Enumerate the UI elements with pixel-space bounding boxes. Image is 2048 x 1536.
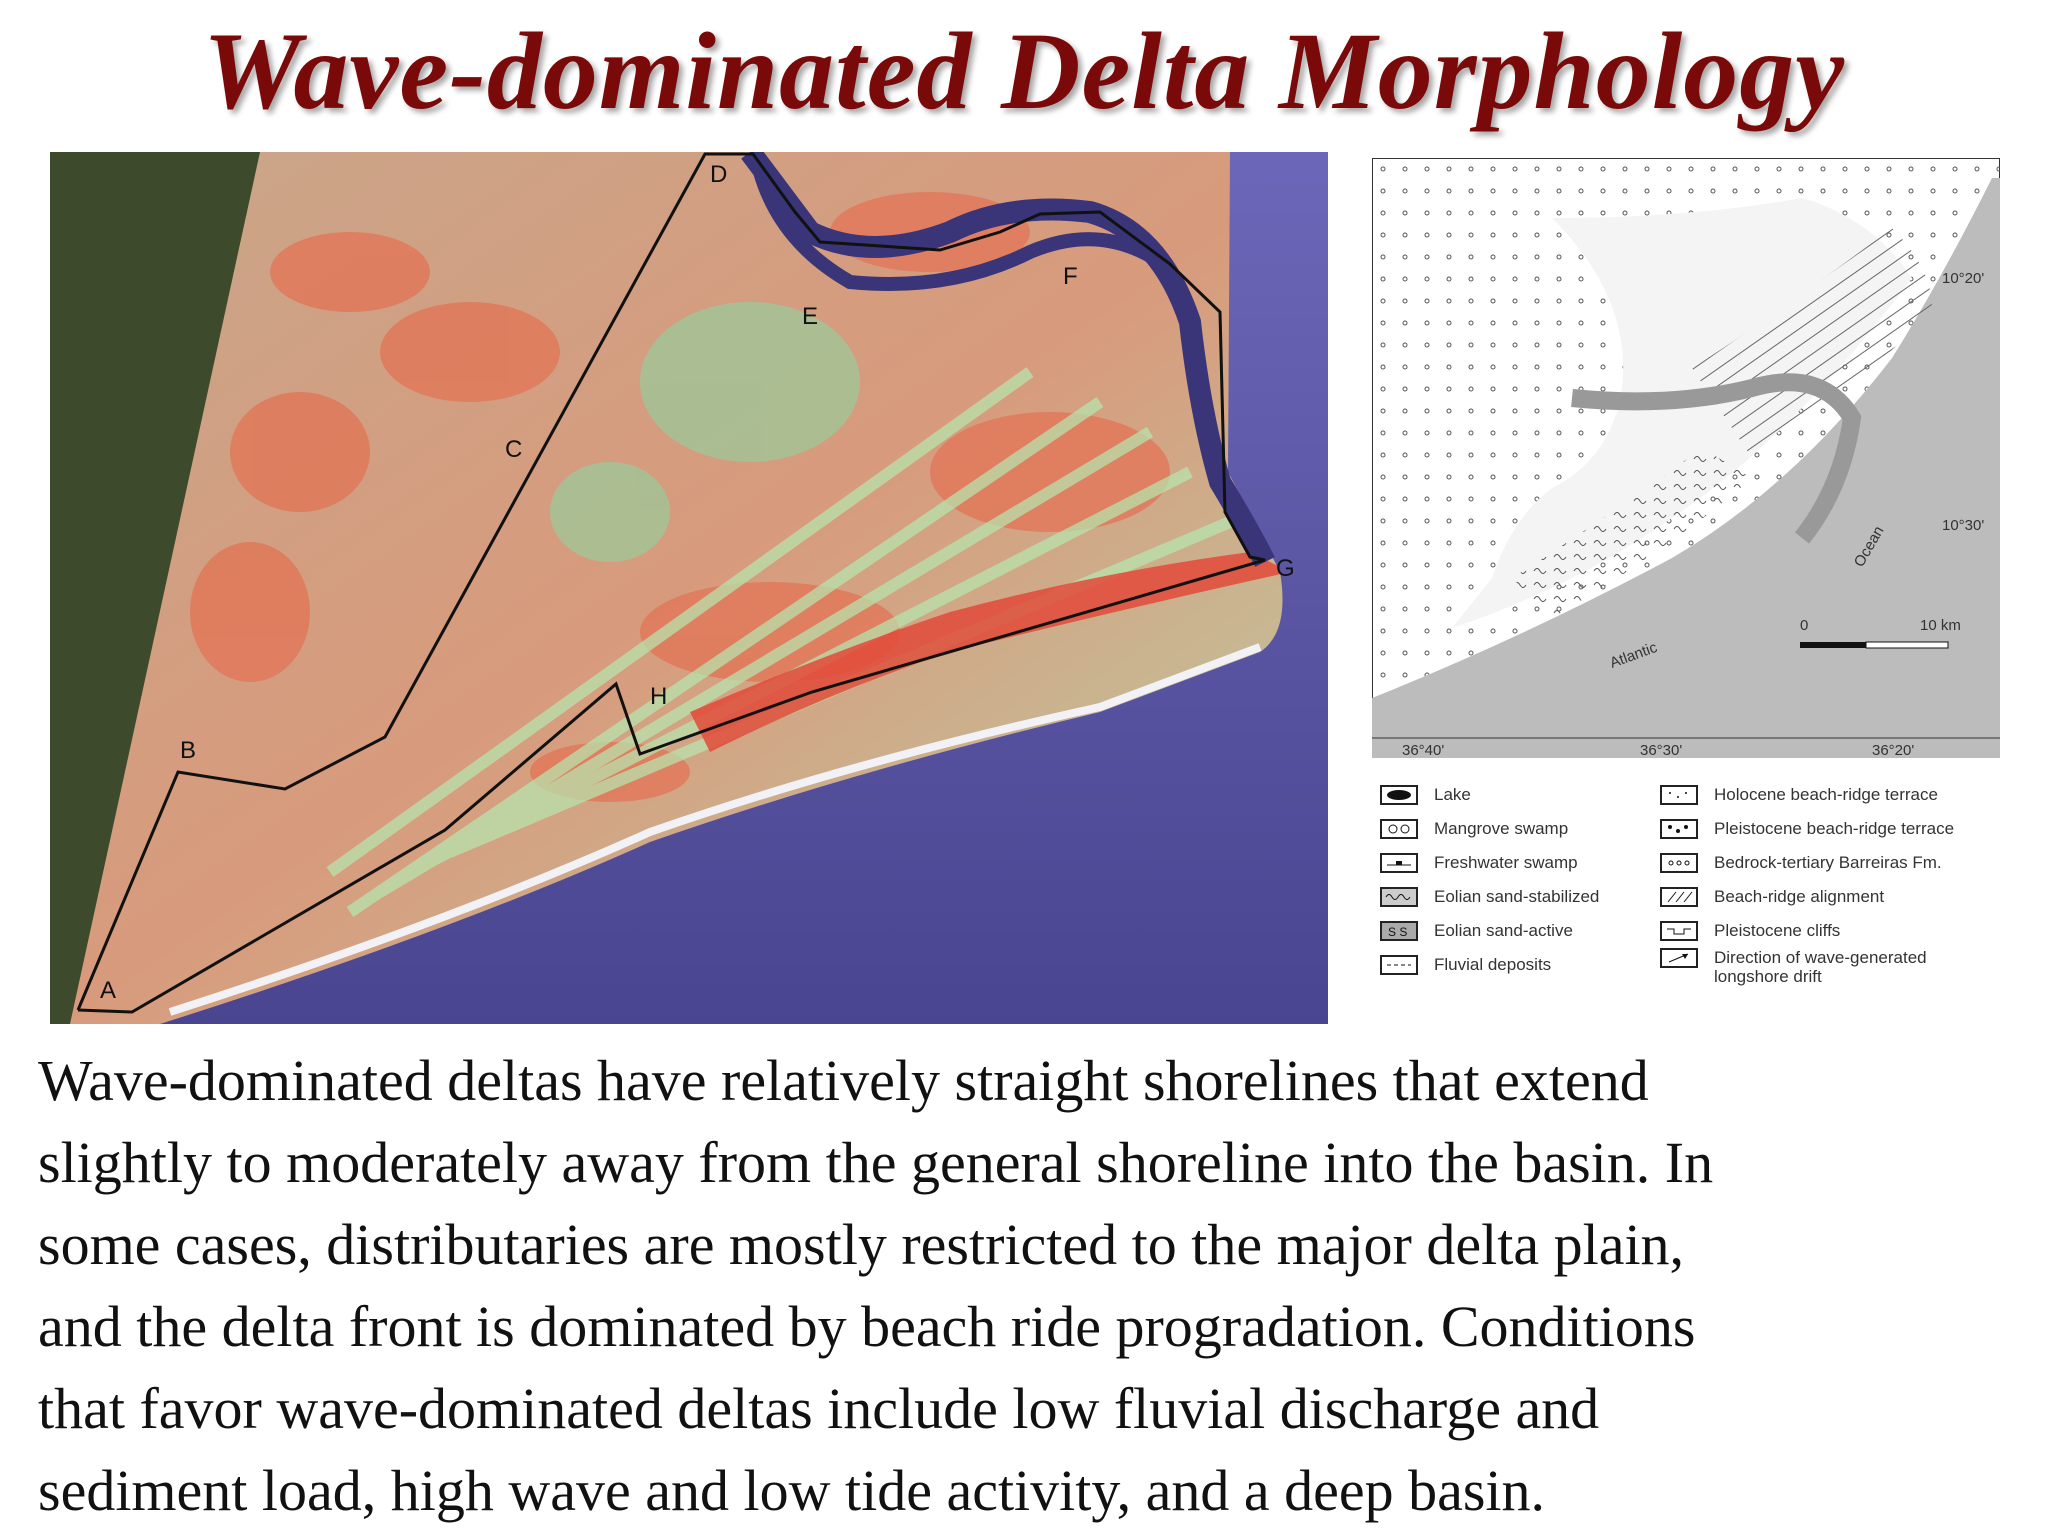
lat-label-2: 10°30' (1942, 517, 1984, 534)
legend-item: Pleistocene beach-ridge terrace (1660, 812, 1970, 846)
fluvial-swatch-icon (1380, 955, 1418, 975)
lat-label-1: 10°20' (1942, 270, 1984, 287)
beach-ridge-swatch-icon (1660, 887, 1698, 907)
satellite-image: A B C D E F G H (50, 152, 1328, 1024)
point-label-a: A (100, 977, 116, 1004)
legend-label: Eolian sand-active (1434, 921, 1573, 940)
point-label-c: C (505, 436, 522, 463)
legend-column-right: Holocene beach-ridge terrace Pleistocene… (1660, 778, 1970, 988)
scale-end-label: 10 km (1920, 617, 1961, 634)
lon-label-2: 36°30' (1640, 742, 1682, 758)
point-label-b: B (180, 737, 196, 764)
legend-item: Lake (1380, 778, 1690, 812)
legend-column-left: Lake Mangrove swamp Freshwater swamp Eol… (1380, 778, 1690, 982)
point-label-e: E (802, 303, 818, 330)
legend-label: Beach-ridge alignment (1714, 887, 1885, 906)
legend-item: Bedrock-tertiary Barreiras Fm. (1660, 846, 1970, 880)
legend-label: Pleistocene beach-ridge terrace (1714, 819, 1955, 838)
legend-label: Holocene beach-ridge terrace (1714, 785, 1938, 804)
mangrove-swatch-icon (1380, 819, 1418, 839)
point-label-d: D (710, 161, 727, 188)
legend-item: Freshwater swamp (1380, 846, 1690, 880)
body-line: that favor wave-dominated deltas include… (38, 1376, 1600, 1441)
legend-item: Holocene beach-ridge terrace (1660, 778, 1970, 812)
legend-label: Freshwater swamp (1434, 853, 1578, 872)
legend-label: Bedrock-tertiary Barreiras Fm. (1714, 853, 1942, 872)
body-line: and the delta front is dominated by beac… (38, 1294, 1696, 1359)
body-line: some cases, distributaries are mostly re… (38, 1212, 1685, 1277)
lake-swatch-icon (1380, 785, 1418, 805)
svg-text:S S: S S (1388, 925, 1407, 938)
body-paragraph: Wave-dominated deltas have relatively st… (38, 1040, 2028, 1532)
legend-label: Eolian sand-stabilized (1434, 887, 1600, 906)
legend-label: Direction of wave-generated longshore dr… (1714, 948, 1927, 986)
legend-item: Pleistocene cliffs (1660, 914, 1970, 948)
scale-zero-label: 0 (1800, 617, 1808, 634)
point-label-f: F (1063, 263, 1078, 290)
eolian-active-swatch-icon: S S (1380, 921, 1418, 941)
pleistocene-swatch-icon (1660, 819, 1698, 839)
legend-label: Lake (1434, 785, 1471, 804)
slide-title: Wave-dominated Delta Morphology (202, 10, 1846, 132)
drift-arrow-swatch-icon (1660, 948, 1698, 968)
body-line: slightly to moderately away from the gen… (38, 1130, 1714, 1195)
point-label-g: G (1276, 555, 1295, 582)
geologic-map: 10°20' 10°30' 36°40' 36°30' 36°20' 0 10 … (1372, 158, 2000, 758)
eolian-stabilized-swatch-icon (1380, 887, 1418, 907)
freshwater-swatch-icon (1380, 853, 1418, 873)
legend-label: Fluvial deposits (1434, 955, 1552, 974)
lon-label-1: 36°40' (1402, 742, 1444, 758)
cliffs-swatch-icon (1660, 921, 1698, 941)
legend-label: Mangrove swamp (1434, 819, 1569, 838)
legend-label: Pleistocene cliffs (1714, 921, 1841, 940)
body-line: Wave-dominated deltas have relatively st… (38, 1048, 1649, 1113)
point-label-h: H (650, 683, 667, 710)
holocene-swatch-icon (1660, 785, 1698, 805)
bedrock-swatch-icon (1660, 853, 1698, 873)
body-line: sediment load, high wave and low tide ac… (38, 1458, 1546, 1523)
legend-item: Fluvial deposits (1380, 948, 1690, 982)
legend-item: Direction of wave-generated longshore dr… (1660, 948, 1970, 988)
legend-item: Eolian sand-stabilized (1380, 880, 1690, 914)
legend-item: S S Eolian sand-active (1380, 914, 1690, 948)
lon-label-3: 36°20' (1872, 742, 1914, 758)
legend-item: Mangrove swamp (1380, 812, 1690, 846)
map-legend: Lake Mangrove swamp Freshwater swamp Eol… (1380, 778, 2020, 1002)
legend-item: Beach-ridge alignment (1660, 880, 1970, 914)
